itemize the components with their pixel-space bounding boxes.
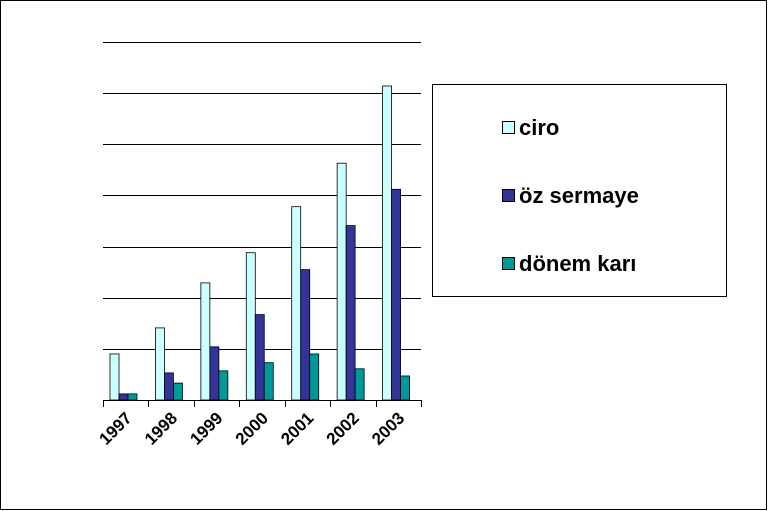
bar xyxy=(254,314,265,401)
bar xyxy=(209,346,220,401)
bar xyxy=(200,282,211,401)
bar xyxy=(391,188,401,401)
legend-swatch xyxy=(502,257,515,270)
bar xyxy=(118,393,129,401)
bar xyxy=(400,375,410,401)
bar xyxy=(300,269,311,401)
bar xyxy=(109,353,120,401)
bar xyxy=(245,252,256,401)
bar xyxy=(382,85,392,401)
bar xyxy=(263,362,274,401)
legend-box xyxy=(432,84,727,297)
bar xyxy=(291,206,302,401)
bar xyxy=(345,225,356,401)
bar xyxy=(218,370,229,401)
bar xyxy=(173,382,183,401)
legend-swatch xyxy=(502,121,515,134)
bar xyxy=(309,353,320,401)
bar xyxy=(155,327,165,401)
bar xyxy=(164,372,174,401)
legend-label: öz sermaye xyxy=(519,183,639,208)
bar xyxy=(336,162,347,401)
legend-label: dönem karı xyxy=(519,251,636,276)
bar xyxy=(127,393,138,401)
bar xyxy=(354,368,365,401)
legend-label: ciro xyxy=(519,115,559,140)
legend-swatch xyxy=(502,189,515,202)
